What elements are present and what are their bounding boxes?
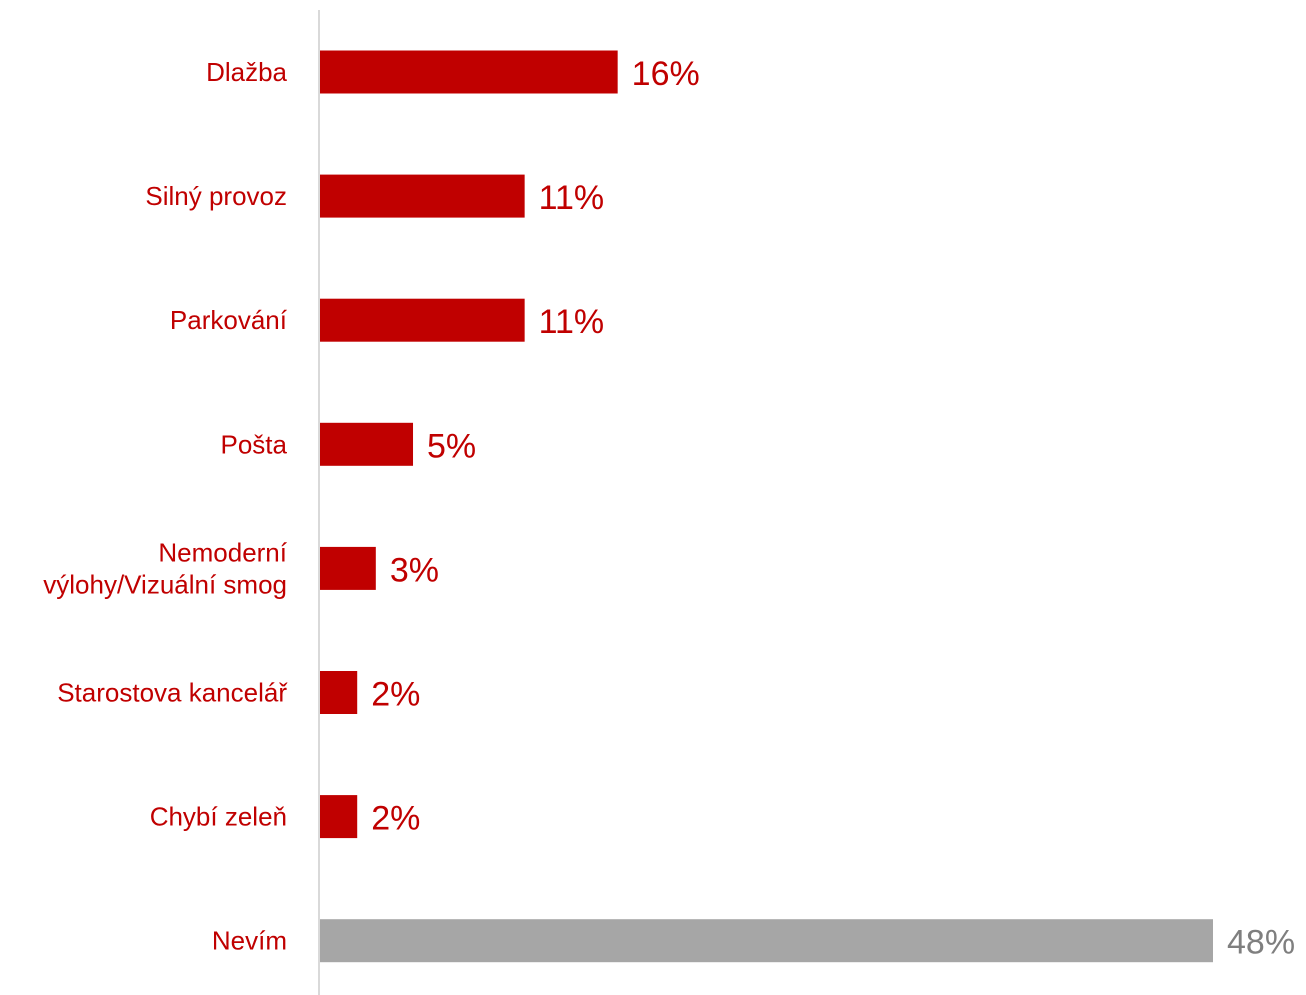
category-label-line: Parkování [170,305,288,335]
category-label-3: Pošta [221,429,288,459]
bar-6 [320,795,358,839]
value-label-3: 5% [427,427,476,465]
category-label-5: Starostova kancelář [57,678,288,708]
bar-5 [320,671,358,714]
value-label-1: 11% [539,179,605,217]
category-label-0: Dlažba [206,57,287,87]
category-label-1: Silný provoz [145,181,287,211]
category-label-6: Chybí zeleň [150,802,287,832]
bars-layer [320,50,1213,963]
category-label-line: Nevím [212,926,287,956]
value-label-2: 11% [539,303,605,341]
category-label-line: Nemoderní [158,537,287,567]
category-label-2: Parkování [170,305,288,335]
category-label-line: Starostova kancelář [57,678,288,708]
bar-3 [320,422,414,466]
value-label-5: 2% [371,676,420,714]
bar-0 [320,50,618,94]
category-label-line: Chybí zeleň [150,802,287,832]
bar-7 [320,919,1213,963]
value-labels: 16% 11% 11% 5% 3% 2% 2% 48% [371,55,1295,962]
value-label-0: 16% [632,55,700,93]
bar-4 [320,546,376,590]
bar-1 [320,174,525,218]
category-label-line: Pošta [221,429,288,459]
value-label-4: 3% [390,551,439,589]
bar-2 [320,298,525,342]
value-label-6: 2% [371,800,420,838]
category-label-line: výlohy/Vizuální smog [43,569,287,599]
category-label-4: Nemoderní výlohy/Vizuální smog [43,537,288,599]
category-label-7: Nevím [212,926,287,956]
category-label-line: Silný provoz [145,181,287,211]
value-label-7: 48% [1227,924,1295,962]
category-label-line: Dlažba [206,57,287,87]
category-labels: Dlažba Silný provoz Parkování Pošta Nemodern… [43,57,288,956]
